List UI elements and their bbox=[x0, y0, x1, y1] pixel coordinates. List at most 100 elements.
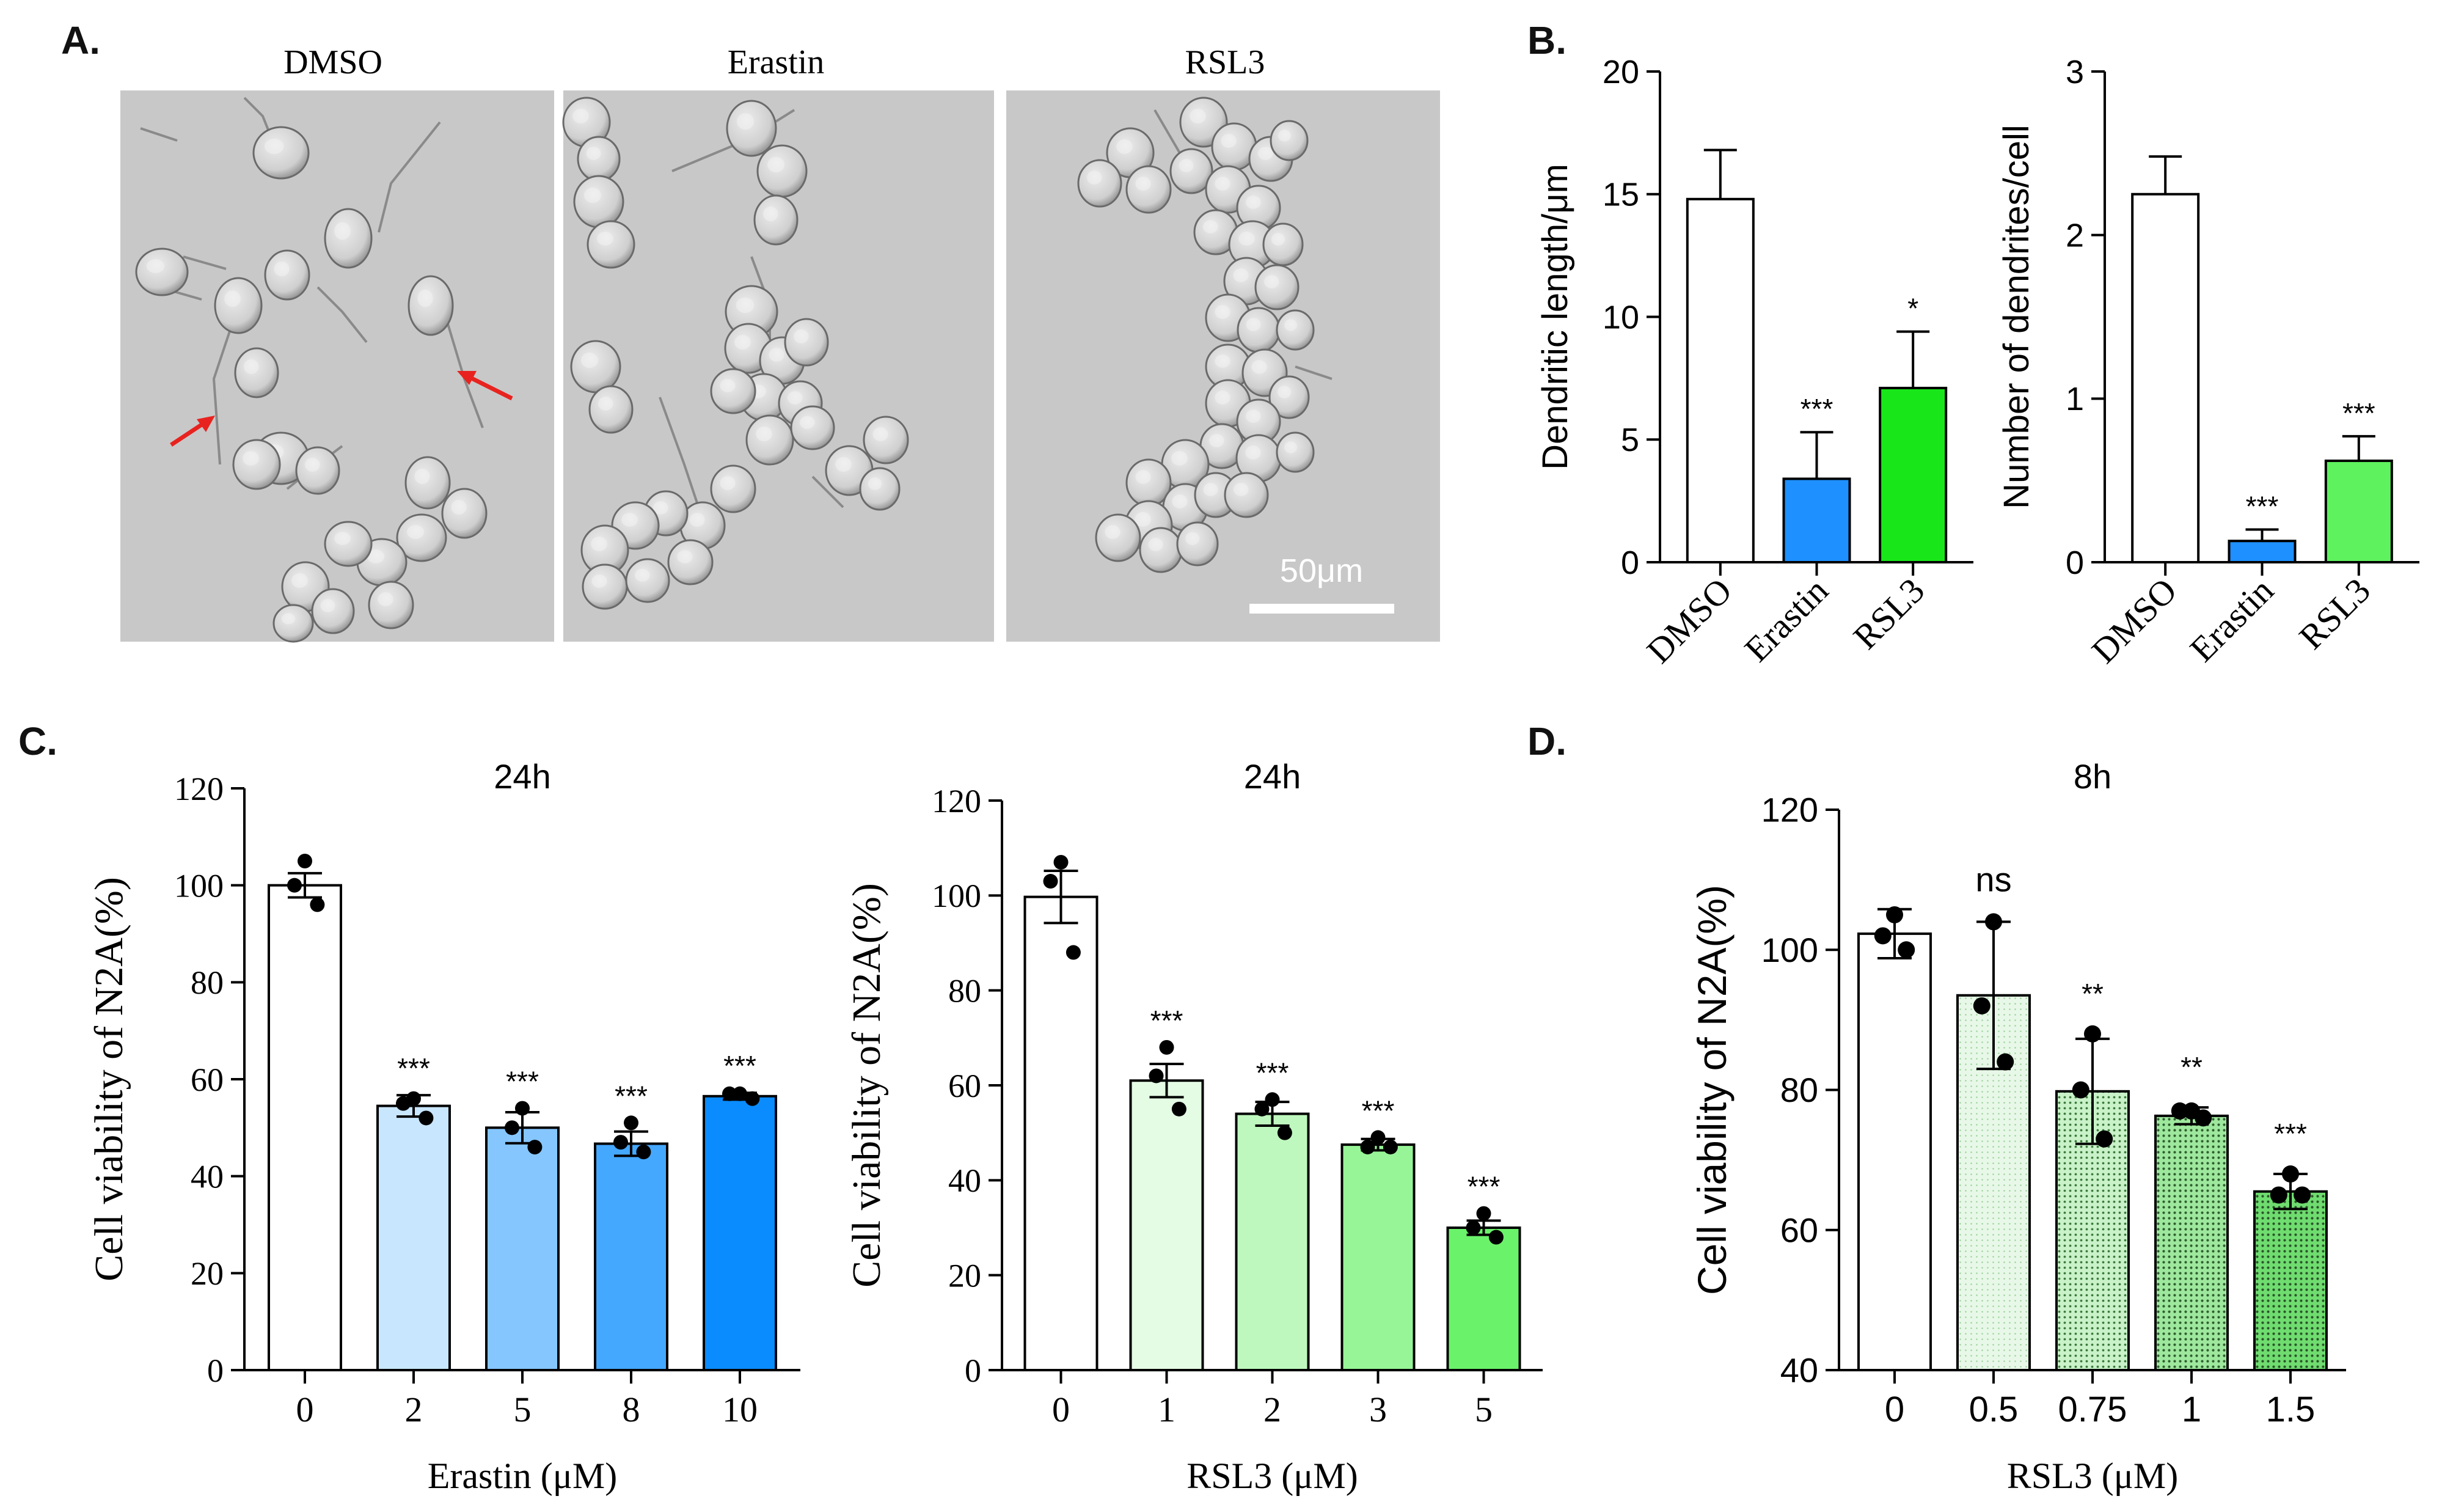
significance-label: * bbox=[1907, 293, 1918, 324]
cell-highlight bbox=[407, 525, 424, 539]
data-point bbox=[2084, 1025, 2101, 1043]
significance-label: *** bbox=[397, 1052, 430, 1084]
data-point bbox=[1360, 1139, 1375, 1154]
cell-highlight bbox=[451, 500, 467, 515]
cell bbox=[441, 488, 488, 539]
cell-highlight bbox=[1215, 305, 1230, 319]
panel-label-d: D. bbox=[1527, 719, 1567, 763]
cell-highlight bbox=[835, 457, 852, 472]
cell bbox=[753, 194, 799, 246]
y-tick-label: 80 bbox=[191, 964, 224, 1001]
y-tick-label: 3 bbox=[2066, 54, 2084, 90]
y-tick-label: 120 bbox=[174, 771, 224, 807]
cell bbox=[324, 521, 373, 567]
bar bbox=[1879, 386, 1948, 563]
x-tick-label: RSL3 bbox=[1846, 570, 1932, 657]
x-tick-label: 1.5 bbox=[2266, 1390, 2316, 1429]
cell-highlight bbox=[635, 568, 650, 582]
x-tick-label: 0 bbox=[1885, 1390, 1904, 1429]
cells-dmso bbox=[135, 97, 488, 643]
x-tick-label: 0.75 bbox=[2058, 1390, 2127, 1429]
data-point bbox=[1159, 1040, 1174, 1055]
cell bbox=[252, 126, 310, 180]
cell bbox=[1169, 148, 1213, 194]
data-point bbox=[1066, 945, 1081, 960]
cell bbox=[756, 144, 808, 198]
panel-label-c: C. bbox=[18, 719, 57, 763]
data-point bbox=[1254, 1101, 1270, 1116]
cell bbox=[582, 563, 628, 610]
data-point bbox=[1370, 1130, 1386, 1145]
y-tick-label: 60 bbox=[1780, 1211, 1818, 1249]
cell-highlight bbox=[1271, 233, 1285, 246]
cell-highlight bbox=[281, 613, 296, 625]
data-point bbox=[624, 1115, 638, 1131]
cell-highlight bbox=[1277, 386, 1292, 398]
micrograph-dmso bbox=[120, 90, 554, 643]
cell-highlight bbox=[305, 458, 320, 472]
y-tick-label: 2 bbox=[2066, 218, 2084, 254]
data-point bbox=[2282, 1165, 2299, 1183]
cell-highlight bbox=[734, 335, 751, 350]
y-tick-label: 100 bbox=[932, 878, 981, 914]
cell-highlight bbox=[224, 290, 241, 307]
cell-highlight bbox=[244, 359, 259, 374]
x-tick-label: 8 bbox=[623, 1390, 640, 1429]
cell bbox=[234, 347, 279, 398]
cell bbox=[1139, 527, 1183, 573]
cell-highlight bbox=[872, 427, 888, 441]
cell-highlight bbox=[1233, 268, 1249, 282]
cell-highlight bbox=[274, 262, 290, 276]
data-point bbox=[1149, 1068, 1164, 1084]
x-axis-label: RSL3 (μM) bbox=[2007, 1456, 2179, 1496]
data-point bbox=[1898, 941, 1915, 959]
significance-label: *** bbox=[1362, 1094, 1395, 1126]
y-tick-label: 100 bbox=[1761, 931, 1818, 969]
cell-highlight bbox=[763, 207, 778, 221]
significance-label: *** bbox=[723, 1050, 756, 1082]
cell-highlight bbox=[320, 599, 335, 612]
cell-highlight bbox=[800, 416, 815, 429]
y-axis-label: Number of dendrites/cell bbox=[1997, 125, 2036, 509]
cell-highlight bbox=[1185, 532, 1200, 545]
data-point bbox=[1886, 906, 1903, 923]
x-tick-label: Erastin bbox=[2182, 570, 2281, 669]
cell-highlight bbox=[1105, 525, 1120, 539]
y-tick-label: 60 bbox=[948, 1068, 981, 1104]
cell-highlight bbox=[243, 451, 259, 466]
y-tick-label: 100 bbox=[174, 868, 224, 904]
cell-highlight bbox=[1246, 196, 1261, 209]
data-point bbox=[1997, 1053, 2014, 1071]
data-point bbox=[2195, 1109, 2212, 1127]
x-tick-label: DMSO bbox=[2084, 570, 2184, 670]
cell bbox=[1095, 513, 1141, 562]
cell bbox=[396, 513, 447, 562]
data-point bbox=[1171, 1101, 1186, 1116]
y-tick-label: 1 bbox=[2066, 381, 2084, 417]
cells-rsl3 bbox=[1077, 97, 1333, 573]
data-point bbox=[396, 1096, 411, 1111]
data-point bbox=[505, 1120, 519, 1135]
micrograph-title-rsl3: RSL3 bbox=[1185, 43, 1265, 81]
cell-highlight bbox=[591, 537, 607, 551]
neurite bbox=[316, 286, 368, 343]
significance-label: *** bbox=[2246, 490, 2279, 522]
significance-label: *** bbox=[1468, 1171, 1501, 1203]
y-tick-label: 0 bbox=[1621, 544, 1639, 581]
data-point bbox=[1466, 1220, 1481, 1235]
chart-title: 8h bbox=[2074, 757, 2111, 796]
y-tick-label: 120 bbox=[1761, 791, 1818, 829]
data-point bbox=[1053, 854, 1069, 870]
cell-highlight bbox=[598, 397, 613, 411]
cell-highlight bbox=[572, 109, 589, 123]
cell bbox=[272, 604, 314, 643]
scale-bar-label: 50μm bbox=[1280, 552, 1363, 589]
cell bbox=[368, 581, 414, 629]
bar bbox=[1129, 1079, 1204, 1371]
y-tick-label: 5 bbox=[1621, 422, 1639, 458]
data-point bbox=[1874, 927, 1892, 945]
cell-highlight bbox=[1172, 494, 1188, 508]
